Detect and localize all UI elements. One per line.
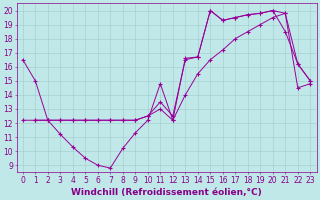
X-axis label: Windchill (Refroidissement éolien,°C): Windchill (Refroidissement éolien,°C) (71, 188, 262, 197)
